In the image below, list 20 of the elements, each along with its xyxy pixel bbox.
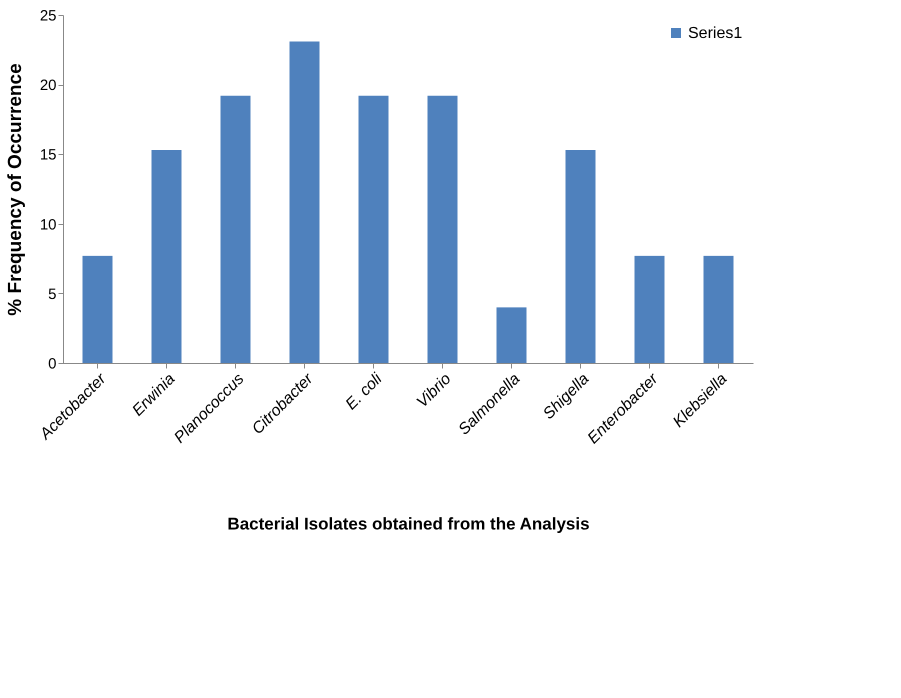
- bar: [152, 150, 182, 363]
- bar: [496, 307, 526, 363]
- bar: [428, 96, 458, 363]
- y-tick-label: 10: [40, 216, 56, 234]
- x-tick-label: E. coli: [342, 370, 386, 414]
- bar: [358, 96, 388, 363]
- y-tick-label: 25: [40, 8, 56, 24]
- y-tick-label: 20: [40, 77, 56, 94]
- x-axis-title: Bacterial Isolates obtained from the Analysis: [227, 514, 590, 534]
- bar: [82, 256, 112, 363]
- bar: [634, 256, 664, 363]
- bar: [290, 41, 320, 363]
- y-tick-label: 15: [40, 146, 56, 164]
- y-tick-label: 0: [48, 356, 56, 372]
- y-axis-title: % Frequency of Occurrence: [4, 63, 26, 316]
- bar: [566, 150, 596, 363]
- y-tick-label: 5: [48, 286, 56, 303]
- bar: [704, 256, 734, 363]
- bar: [220, 96, 250, 363]
- legend-label: Series1: [688, 25, 742, 42]
